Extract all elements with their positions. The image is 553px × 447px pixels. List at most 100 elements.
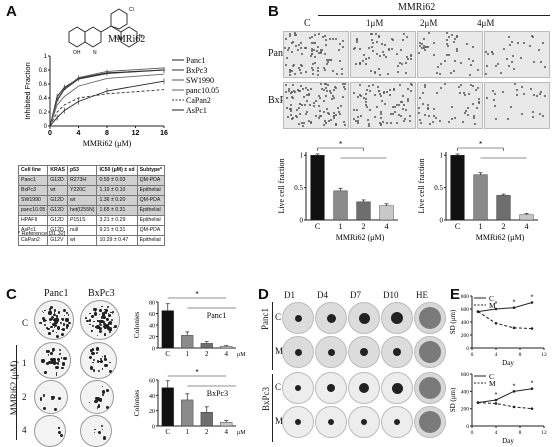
spheroid-line-label: Panc1 bbox=[260, 308, 270, 330]
cell-dot bbox=[452, 41, 455, 44]
colony-dot bbox=[97, 430, 101, 434]
sig-star: * bbox=[479, 140, 482, 149]
y-tick-label: 1 bbox=[440, 152, 444, 160]
x-axis-label: Day bbox=[502, 437, 514, 445]
cell-dot bbox=[446, 42, 449, 45]
y-tick-label: 40 bbox=[149, 324, 155, 330]
colony-dot bbox=[94, 400, 98, 404]
colony-dot bbox=[112, 311, 114, 313]
sig-star: * bbox=[339, 140, 342, 149]
colony-dot bbox=[55, 373, 58, 376]
he-stain-image bbox=[414, 372, 446, 404]
cell-dot bbox=[401, 100, 404, 103]
colony-dot bbox=[102, 393, 104, 396]
cell-dot bbox=[319, 97, 322, 100]
table-cell: 3.21 ± 0.29 bbox=[96, 215, 138, 226]
y-tick-label: 20 bbox=[149, 335, 155, 341]
table-header-cell: p53 bbox=[66, 165, 98, 176]
cell-dot bbox=[312, 101, 315, 104]
cell-dot bbox=[444, 60, 447, 63]
legend-label: BxPc3 bbox=[186, 66, 207, 75]
table-cell: QM-PDA bbox=[136, 225, 166, 236]
cell-dot bbox=[501, 90, 504, 93]
cell-dot bbox=[378, 55, 381, 58]
spheroid-well bbox=[282, 372, 314, 404]
cell-dot bbox=[309, 55, 312, 58]
cell-dot bbox=[377, 35, 380, 38]
cell-dot bbox=[433, 42, 436, 45]
cell-dot bbox=[512, 55, 515, 58]
chemical-structure: OH N NH Cl N bbox=[68, 7, 143, 56]
cell-dot bbox=[395, 52, 398, 55]
cell-dot bbox=[316, 70, 319, 73]
table-cell: Panc1 bbox=[17, 175, 49, 186]
cell-dot bbox=[292, 41, 295, 44]
cell-dot bbox=[291, 42, 294, 45]
cell-dot bbox=[318, 117, 321, 120]
unit-label: μM bbox=[237, 430, 246, 436]
cell-dot bbox=[401, 63, 404, 66]
cell-dot bbox=[403, 104, 406, 107]
colony-dot bbox=[55, 365, 59, 370]
colony-dot bbox=[96, 408, 99, 410]
colony-row-2: 2 bbox=[22, 392, 27, 402]
cell-dot bbox=[450, 34, 453, 37]
cell-dot bbox=[332, 37, 335, 40]
cell-dot bbox=[317, 104, 320, 107]
spheroid-condition-label: M bbox=[275, 416, 284, 426]
cell-dot bbox=[495, 65, 498, 68]
colony-well bbox=[80, 300, 120, 340]
spheroid-well bbox=[348, 372, 380, 404]
cell-dot bbox=[294, 33, 297, 36]
cell-dot bbox=[354, 120, 357, 123]
spheroid-well bbox=[315, 336, 347, 368]
cell-dot bbox=[314, 34, 317, 37]
colony-dot bbox=[112, 326, 114, 328]
cell-dot bbox=[368, 109, 371, 112]
cell-dot bbox=[467, 114, 470, 117]
cell-dot bbox=[476, 107, 479, 110]
y-tick-label: 600 bbox=[461, 307, 470, 313]
table-header-cell: Cell line bbox=[17, 165, 49, 176]
spheroid-well bbox=[315, 372, 347, 404]
cell-dot bbox=[493, 93, 496, 96]
cell-dot bbox=[395, 122, 398, 125]
cell-dot bbox=[316, 49, 319, 52]
cell-dot bbox=[322, 66, 325, 69]
cell-dot bbox=[353, 117, 356, 120]
colony-dot bbox=[104, 363, 108, 367]
cell-dot bbox=[320, 48, 323, 51]
colony-dot bbox=[60, 433, 64, 437]
cell-dot bbox=[508, 65, 511, 68]
y-tick-label: 60 bbox=[149, 379, 155, 385]
cell-dot bbox=[304, 71, 307, 74]
cell-dot bbox=[325, 90, 328, 93]
cell-dot bbox=[331, 94, 334, 97]
cell-dot bbox=[382, 121, 385, 123]
cell-dot bbox=[447, 35, 450, 38]
cell-dot bbox=[299, 103, 302, 106]
x-tick-label: 1 bbox=[339, 222, 343, 231]
cell-dot bbox=[422, 38, 425, 41]
colony-dot bbox=[111, 312, 113, 315]
colony-well bbox=[80, 380, 114, 414]
cell-dot bbox=[472, 60, 475, 63]
cell-dot bbox=[362, 96, 365, 99]
cell-dot bbox=[463, 92, 466, 95]
colony-dot bbox=[109, 361, 111, 364]
colony-dot bbox=[105, 406, 110, 410]
cell-dot bbox=[521, 112, 524, 115]
colony-dot bbox=[61, 318, 65, 321]
cell-dot bbox=[410, 55, 413, 58]
cell-dot bbox=[317, 73, 320, 76]
cell-dot bbox=[311, 41, 314, 44]
y-tick-label: 80 bbox=[149, 301, 155, 307]
chart-title: BxPc3 bbox=[207, 389, 228, 398]
cell-dot bbox=[392, 39, 395, 42]
cell-dot bbox=[305, 93, 308, 96]
x-tick-label: 0 bbox=[48, 130, 52, 137]
cell-dot bbox=[423, 44, 426, 47]
colony-dot bbox=[55, 372, 58, 374]
x-tick-label: C bbox=[165, 350, 170, 358]
